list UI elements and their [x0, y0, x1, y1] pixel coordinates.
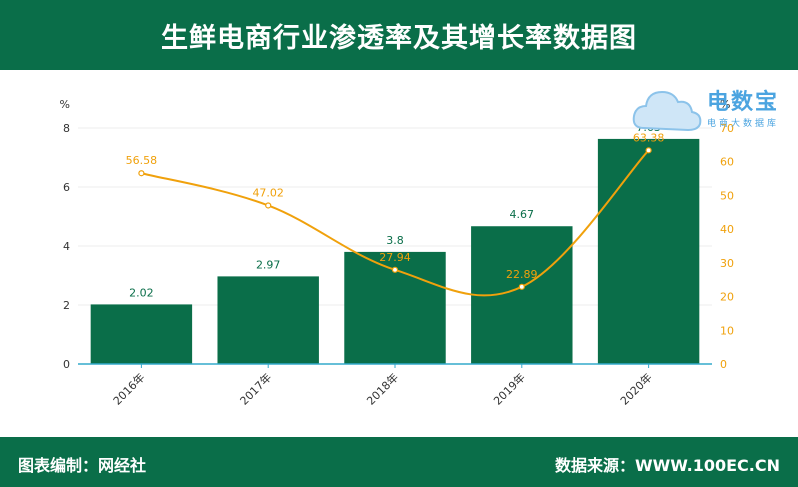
y-tick-label: 4 [63, 240, 70, 253]
line-point [645, 147, 652, 154]
line-value-label: 63.38 [633, 131, 665, 144]
bar-value-label: 2.02 [129, 286, 154, 299]
x-tick-label: 2017年 [237, 370, 274, 407]
logo [630, 76, 790, 142]
footer-bar: 图表编制：网经社 数据来源：WWW.100EC.CN [0, 437, 798, 487]
footer-credit: 图表编制：网经社 [18, 456, 147, 475]
logo-name: 电数宝 [707, 90, 780, 115]
y2-tick-label: 50 [720, 189, 734, 202]
y2-tick-label: 40 [720, 223, 734, 236]
chart: 02468010203040506070%%2.022.973.84.677.6… [60, 98, 734, 408]
y-tick-label: 8 [63, 122, 70, 135]
page-title: 生鲜电商行业渗透率及其增长率数据图 [161, 22, 637, 54]
bar [90, 304, 193, 364]
bar-value-label: 4.67 [510, 208, 535, 221]
x-tick-label: 2019年 [490, 370, 527, 407]
line-value-label: 56.58 [126, 154, 158, 167]
title-bar: 生鲜电商行业渗透率及其增长率数据图 [0, 0, 798, 70]
x-tick-label: 2018年 [364, 370, 401, 407]
y2-axis-label: % [720, 98, 730, 111]
line-value-label: 47.02 [252, 186, 284, 199]
y2-tick-label: 30 [720, 257, 734, 270]
line-point [265, 202, 272, 209]
line-value-label: 27.94 [379, 251, 411, 264]
cloud-icon [632, 90, 702, 132]
y2-tick-label: 10 [720, 324, 734, 337]
y-axis-label: % [60, 98, 70, 111]
line-point [391, 266, 399, 273]
line-point [518, 283, 525, 290]
x-tick-label: 2016年 [110, 370, 147, 407]
bar-value-label: 3.8 [386, 234, 404, 247]
bar-value-label: 2.97 [256, 258, 281, 271]
y-tick-label: 0 [63, 358, 70, 371]
footer-source: 数据来源：WWW.100EC.CN [554, 456, 780, 475]
x-tick-label: 2020年 [617, 370, 654, 407]
y-tick-label: 6 [63, 181, 70, 194]
line-point [138, 170, 145, 177]
logo-subtitle: 电商大数据库 [707, 119, 780, 129]
line-value-label: 22.89 [506, 268, 538, 281]
y2-tick-label: 70 [720, 122, 734, 135]
y2-tick-label: 0 [720, 358, 727, 371]
bar [217, 276, 319, 364]
y2-tick-label: 60 [720, 156, 734, 169]
bar [597, 138, 700, 364]
y2-tick-label: 20 [720, 291, 734, 304]
y-tick-label: 2 [63, 299, 70, 312]
